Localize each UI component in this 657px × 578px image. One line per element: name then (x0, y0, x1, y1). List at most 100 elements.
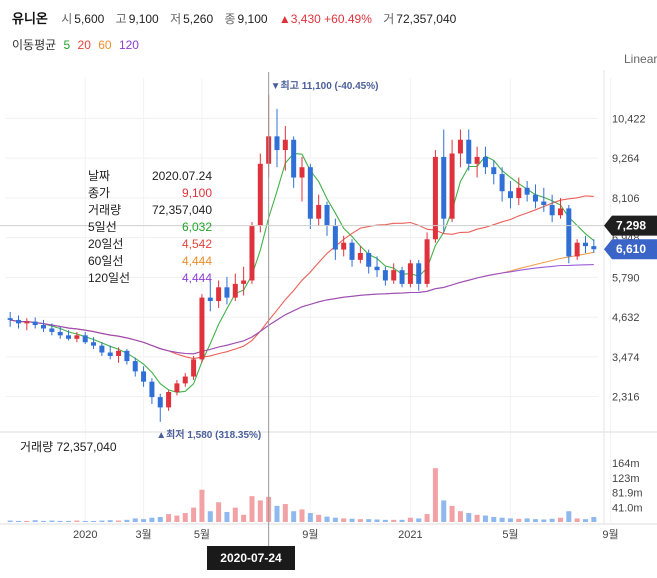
price-badge-label: 7,298 (616, 219, 646, 233)
change-value: ▲3,430 +60.49% (278, 12, 372, 26)
candle-body (332, 225, 338, 250)
candle-body (399, 270, 405, 284)
time-tick-label: 5월 (502, 528, 518, 541)
volume-bar (374, 519, 380, 522)
price-header: 유니온 시 5,600 고 9,100 저 5,260 종 9,100 ▲3,430 +… (12, 8, 464, 27)
volume-bar (91, 520, 97, 522)
volume-bar (174, 515, 180, 522)
candle-body (341, 242, 347, 250)
candle-body (99, 345, 105, 353)
volume-bar (341, 518, 347, 522)
candle-body (591, 246, 597, 250)
candle-body (516, 187, 522, 199)
candle-body (182, 376, 188, 384)
volume-bar (99, 520, 105, 522)
volume-bar (582, 519, 588, 522)
candle-body (7, 318, 13, 320)
candle-body (141, 371, 147, 382)
candle-body (449, 153, 455, 219)
candle-body (466, 139, 472, 164)
candle-body (349, 242, 355, 260)
volume-bar (307, 513, 313, 522)
volume-bar (391, 519, 397, 522)
candle-body (549, 204, 555, 216)
volume-bar (449, 505, 455, 522)
candle-body (232, 283, 238, 298)
candle-body (166, 391, 172, 408)
candle-body (107, 352, 113, 356)
candle-body (491, 167, 497, 175)
candle-body (557, 208, 563, 216)
candle-body (32, 321, 38, 326)
candle-body (432, 156, 438, 240)
volume-bar (191, 507, 197, 522)
volume-bar (282, 504, 288, 522)
volume-bar (524, 518, 530, 522)
min-annotation: ▲최저 1,580 (318.35%) (156, 428, 261, 441)
scale-toggle[interactable]: Linear (624, 52, 657, 66)
candle-body (216, 287, 222, 302)
candle-body (199, 297, 205, 360)
volume-bar (507, 518, 513, 522)
price-tick-label: 2,316 (612, 392, 640, 404)
volume-tick-label: 41.0m (612, 502, 643, 514)
candle-body (157, 397, 163, 408)
ma-legend-120[interactable]: 120 (118, 38, 139, 52)
candle-body (291, 139, 297, 178)
stock-name: 유니온 (12, 11, 48, 26)
volume-bar (82, 520, 88, 522)
time-tick-label: 2020 (73, 529, 97, 541)
volume-bar (49, 520, 55, 522)
high-value: 9,100 (128, 12, 159, 26)
volume-bar (66, 520, 72, 522)
candle-body (116, 350, 122, 356)
tooltip-row-ma5: 5일선 6,032 (88, 220, 212, 234)
candle-body (357, 253, 363, 260)
volume-tick-label: 123m (612, 473, 640, 485)
ma-legend-60[interactable]: 60 (98, 38, 112, 52)
volume-bar (432, 468, 438, 522)
volume-bar (441, 500, 447, 522)
open-label: 시 (61, 12, 73, 26)
volume-bar (207, 511, 213, 522)
tooltip-row-date: 날짜 2020.07.24 (88, 169, 212, 183)
volume-bar (499, 517, 505, 522)
low-value: 5,260 (183, 12, 214, 26)
crosshair-date-label: 2020-07-24 (207, 546, 295, 570)
candle-body (299, 167, 305, 178)
candle-body (174, 383, 180, 392)
ma-legend-20[interactable]: 20 (77, 38, 91, 52)
candle-body (132, 361, 138, 372)
high-label: 고 (115, 12, 127, 26)
volume-bar (491, 516, 497, 522)
volume-bar (116, 520, 122, 522)
candle-body (149, 381, 155, 398)
close-label: 종 (224, 12, 236, 26)
volume-bar (532, 519, 538, 522)
ma-legend[interactable]: 이동평균 5 20 60 120 (12, 36, 143, 53)
time-tick-label: 9월 (602, 528, 618, 541)
candle-body (582, 242, 588, 247)
ma-legend-5[interactable]: 5 (63, 38, 71, 52)
candle-body (74, 335, 80, 339)
candle-body (324, 204, 330, 226)
candle-body (124, 350, 130, 362)
crosshair-tooltip: 날짜 2020.07.24 종가 9,100 거래량 72,357,040 5일선 6,… (88, 168, 212, 287)
candle-body (382, 270, 388, 281)
crosshair-price-badge: 7,298 (604, 215, 657, 236)
volume-bar (149, 517, 155, 522)
candle-body (82, 335, 88, 343)
volume-bar (199, 489, 205, 522)
candle-body (316, 204, 322, 219)
ma-120-line (10, 264, 594, 355)
price-tick-label: 4,632 (612, 312, 640, 324)
volume-bar (224, 511, 230, 522)
volume-bar (16, 520, 22, 522)
volume-label: 거 (383, 12, 395, 26)
volume-bar (466, 513, 472, 522)
volume-bar (424, 514, 430, 522)
volume-bar (141, 519, 147, 522)
candle-body (191, 359, 197, 377)
volume-bar (107, 520, 113, 522)
